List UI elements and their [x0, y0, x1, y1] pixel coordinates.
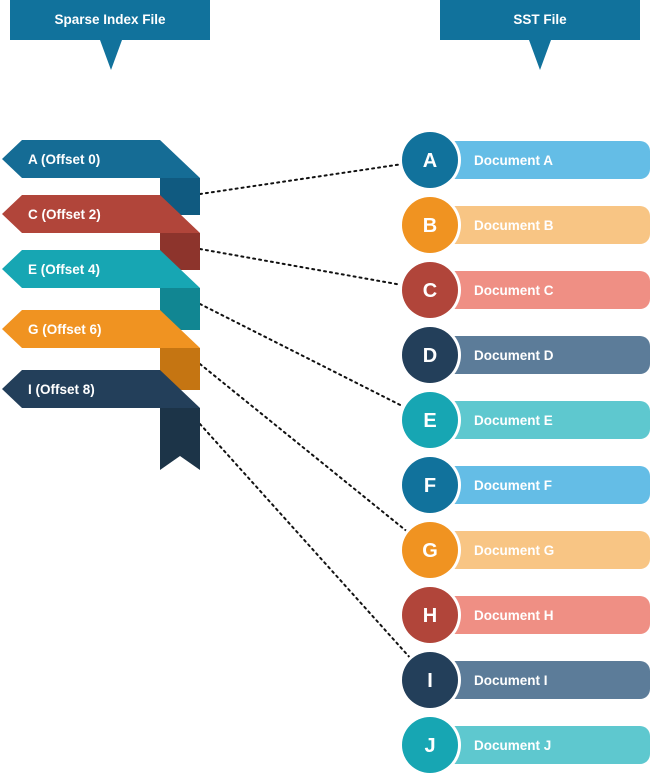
index-entry-e: E (Offset 4): [2, 250, 200, 288]
index-entry-label: E (Offset 4): [28, 262, 100, 277]
index-entry-tab: [2, 195, 200, 233]
document-letter: B: [423, 215, 437, 237]
index-entry-i: I (Offset 8): [2, 370, 200, 408]
document-letter: J: [424, 735, 435, 757]
document-label: Document H: [474, 608, 554, 623]
document-label: Document D: [474, 348, 554, 363]
document-bar: [440, 661, 650, 699]
index-entry-label: G (Offset 6): [28, 322, 102, 337]
index-file-title: Sparse Index File: [54, 12, 166, 27]
ribbon-fold-segment: [160, 408, 200, 470]
index-entry-tab: [2, 370, 200, 408]
connector-c: [199, 248, 402, 286]
document-g: G Document G: [399, 519, 650, 581]
sst-file-header-shape: [440, 0, 640, 70]
connector-a: [199, 163, 402, 195]
document-bar: [440, 206, 650, 244]
document-bar: [440, 141, 650, 179]
index-entry-label: C (Offset 2): [28, 207, 101, 222]
index-entry-c: C (Offset 2): [2, 195, 200, 233]
document-a: A Document A: [399, 129, 650, 191]
index-entry-g: G (Offset 6): [2, 310, 200, 348]
document-letter: I: [427, 670, 433, 692]
index-entry-label: I (Offset 8): [28, 382, 95, 397]
document-c: C Document C: [399, 259, 650, 321]
document-circle: [402, 132, 458, 188]
index-entry-tab: [2, 140, 200, 178]
sst-file-header: SST File: [440, 0, 640, 70]
index-file-header-shape: [10, 0, 210, 70]
index-entry-label: A (Offset 0): [28, 152, 100, 167]
document-d: D Document D: [399, 324, 650, 386]
document-b: B Document B: [399, 194, 650, 256]
document-f: F Document F: [399, 454, 650, 516]
document-e: E Document E: [399, 389, 650, 451]
document-label: Document G: [474, 543, 554, 558]
document-circle: [402, 717, 458, 773]
document-i: I Document I: [399, 649, 650, 711]
document-h: H Document H: [399, 584, 650, 646]
document-circle: [402, 522, 458, 578]
document-letter: D: [423, 345, 437, 367]
connector-i: [199, 423, 411, 659]
index-entry-tab: [2, 310, 200, 348]
document-circle: [402, 652, 458, 708]
document-bar: [440, 726, 650, 764]
document-bar: [440, 531, 650, 569]
document-j: J Document J: [399, 714, 650, 776]
document-circle: [402, 392, 458, 448]
document-circle: [402, 327, 458, 383]
document-label: Document J: [474, 738, 551, 753]
index-ribbon: A (Offset 0) C (Offset 2) E (Offset 4) G (O…: [2, 140, 200, 470]
document-bar: [440, 336, 650, 374]
document-circle: [402, 457, 458, 513]
connector-lines: [199, 163, 411, 659]
document-circle: [402, 262, 458, 318]
document-letter: E: [423, 410, 436, 432]
document-label: Document E: [474, 413, 553, 428]
sst-file-title: SST File: [513, 12, 567, 27]
index-entry-tab: [2, 250, 200, 288]
document-bar: [440, 596, 650, 634]
index-file-header: Sparse Index File: [10, 0, 210, 70]
document-label: Document I: [474, 673, 548, 688]
document-bar: [440, 401, 650, 439]
document-bar: [440, 271, 650, 309]
document-letter: H: [423, 605, 437, 627]
document-bar: [440, 466, 650, 504]
document-letter: C: [423, 280, 437, 302]
document-list: A Document A B Document B C Document C D Docume…: [399, 129, 650, 776]
document-label: Document A: [474, 153, 553, 168]
document-letter: F: [424, 475, 436, 497]
document-label: Document B: [474, 218, 554, 233]
document-letter: G: [422, 540, 438, 562]
document-letter: A: [423, 150, 437, 172]
document-label: Document F: [474, 478, 552, 493]
connector-e: [199, 303, 405, 408]
document-circle: [402, 587, 458, 643]
connector-g: [199, 363, 408, 533]
document-circle: [402, 197, 458, 253]
index-entry-a: A (Offset 0): [2, 140, 200, 178]
document-label: Document C: [474, 283, 554, 298]
